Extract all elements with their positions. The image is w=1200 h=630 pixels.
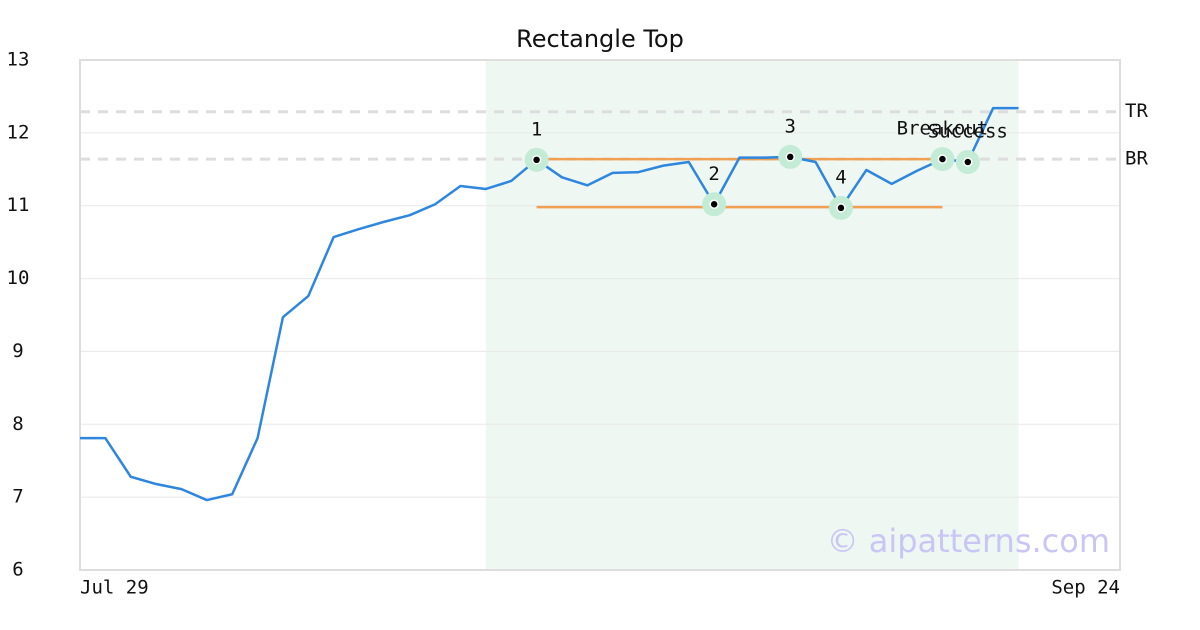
y-tick-label: 11 <box>7 194 30 216</box>
pivot-label: 1 <box>531 118 542 140</box>
pivot-label: 3 <box>785 115 796 137</box>
pattern-zone <box>485 60 1019 570</box>
y-tick-label: 13 <box>7 49 30 71</box>
pivot-dot <box>785 152 795 162</box>
pivot-dot <box>937 154 948 164</box>
pivot-dot <box>531 155 542 165</box>
x-tick-label: Sep 24 <box>1051 577 1120 599</box>
y-tick-label: 12 <box>7 121 30 143</box>
reference-label: TR <box>1125 100 1148 122</box>
chart-title: Rectangle Top <box>516 25 684 53</box>
y-tick-label: 7 <box>12 486 23 508</box>
pivot-label: 4 <box>835 166 846 188</box>
pivot-dot <box>709 199 719 210</box>
y-tick-label: 9 <box>12 340 23 362</box>
price-line <box>80 106 1019 502</box>
x-tick-label: Jul 29 <box>80 577 149 599</box>
y-tick-label: 8 <box>12 413 23 435</box>
pivot-label: Success <box>928 121 1008 143</box>
pivot-label: Breakout <box>897 118 989 140</box>
plot-frame <box>79 59 1121 571</box>
y-tick-label: 10 <box>7 267 30 289</box>
y-tick-label: 6 <box>12 559 23 581</box>
reference-label: BR <box>1125 148 1148 170</box>
pivot-label: 2 <box>708 163 719 185</box>
pivot-dot <box>836 203 846 213</box>
pivot-dot <box>963 157 973 167</box>
watermark: © aipatterns.com <box>827 522 1110 560</box>
